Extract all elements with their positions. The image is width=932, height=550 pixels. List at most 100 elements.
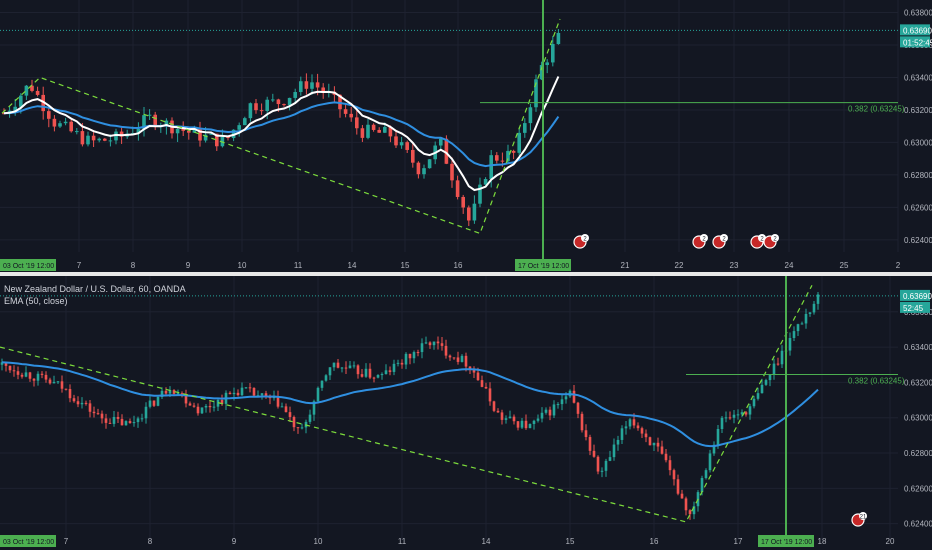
candle-body bbox=[796, 324, 800, 332]
x-tick-label: 7 bbox=[64, 537, 69, 546]
candle-body bbox=[340, 367, 344, 369]
candle-body bbox=[404, 353, 408, 365]
candle-body bbox=[100, 413, 104, 419]
candle-body bbox=[452, 357, 456, 359]
candle-body bbox=[280, 406, 284, 408]
top-chart-canvas[interactable]: 0.638000.636000.634000.632000.630000.628… bbox=[0, 0, 932, 272]
candle-body bbox=[776, 363, 780, 365]
candle-body bbox=[299, 81, 303, 93]
candle-body bbox=[372, 377, 376, 379]
candle-body bbox=[315, 82, 320, 88]
candle-body bbox=[69, 121, 73, 132]
candle-body bbox=[780, 350, 784, 365]
candle-body bbox=[411, 149, 415, 163]
candle-body bbox=[656, 442, 660, 447]
candle-body bbox=[24, 85, 29, 96]
candle-body bbox=[52, 381, 56, 384]
event-count-icon bbox=[700, 234, 708, 242]
candle-body bbox=[24, 372, 28, 377]
candle-body bbox=[584, 430, 588, 438]
candle-body bbox=[394, 136, 398, 146]
candle-body bbox=[664, 453, 668, 461]
bottom-chart-canvas[interactable]: 0.636000.634000.632000.630000.628000.626… bbox=[0, 276, 932, 550]
candle-body bbox=[248, 103, 253, 119]
candle-body bbox=[676, 479, 680, 494]
event-count-label: 2 bbox=[773, 237, 777, 243]
y-tick-label: 0.62600 bbox=[904, 203, 932, 212]
y-tick-label: 0.63800 bbox=[904, 8, 932, 17]
y-tick-label: 0.62600 bbox=[904, 484, 932, 493]
candle-body bbox=[52, 118, 57, 127]
candle-body bbox=[284, 406, 288, 413]
candle-body bbox=[349, 113, 353, 118]
date-badge-left bbox=[0, 535, 56, 547]
candle-body bbox=[760, 384, 764, 394]
candle-body bbox=[176, 393, 180, 395]
candle-body bbox=[287, 97, 292, 106]
candle-body bbox=[321, 87, 325, 93]
candle-body bbox=[700, 478, 704, 493]
candle-body bbox=[86, 135, 90, 145]
candle-body bbox=[41, 94, 45, 112]
candle-body bbox=[108, 422, 112, 424]
x-tick-label: 25 bbox=[840, 261, 849, 270]
candle-body bbox=[172, 390, 176, 394]
candle-body bbox=[548, 409, 552, 416]
candle-body bbox=[572, 390, 576, 403]
candle-body bbox=[292, 416, 296, 428]
candle-body bbox=[152, 400, 156, 406]
x-tick-label: 21 bbox=[621, 261, 630, 270]
candle-body bbox=[500, 160, 505, 162]
x-tick-label: 22 bbox=[675, 261, 684, 270]
candle-body bbox=[517, 132, 521, 153]
x-tick-label: 10 bbox=[238, 261, 247, 270]
candle-body bbox=[84, 402, 88, 404]
candle-body bbox=[460, 355, 464, 362]
candle-body bbox=[540, 412, 544, 419]
zigzag-line bbox=[1, 18, 561, 235]
candle-body bbox=[116, 416, 120, 419]
candle-body bbox=[564, 396, 568, 400]
candle-body bbox=[164, 120, 169, 127]
candle-body bbox=[360, 128, 365, 138]
candle-body bbox=[58, 123, 62, 127]
top-chart-panel[interactable]: 0.638000.636000.634000.632000.630000.628… bbox=[0, 0, 932, 272]
candle-body bbox=[756, 393, 760, 399]
candle-body bbox=[64, 388, 68, 390]
candle-body bbox=[420, 343, 424, 353]
event-count-icon bbox=[720, 234, 728, 242]
pane-divider[interactable] bbox=[0, 272, 932, 276]
x-tick-label: 16 bbox=[650, 537, 659, 546]
candle-body bbox=[153, 114, 157, 127]
economic-event-icon: 2 bbox=[712, 234, 728, 249]
candle-body bbox=[456, 357, 460, 362]
y-tick-label: 0.63000 bbox=[904, 414, 932, 423]
candle-body bbox=[352, 365, 356, 367]
candle-body bbox=[377, 129, 381, 133]
candle-body bbox=[536, 418, 540, 421]
candle-body bbox=[524, 420, 528, 429]
candle-body bbox=[384, 370, 388, 375]
bottom-chart-panel[interactable]: 0.636000.634000.632000.630000.628000.626… bbox=[0, 276, 932, 550]
candle-body bbox=[440, 343, 444, 346]
candle-body bbox=[20, 374, 24, 377]
candle-body bbox=[196, 406, 200, 414]
indicator-label[interactable]: EMA (50, close) bbox=[4, 296, 68, 306]
x-tick-label: 8 bbox=[131, 261, 136, 270]
countdown-badge bbox=[900, 301, 930, 313]
candle-body bbox=[114, 131, 118, 141]
ema-line-white bbox=[3, 76, 560, 192]
x-tick-label: 14 bbox=[348, 261, 357, 270]
candle-body bbox=[12, 370, 16, 372]
fib-level-label: 0.382 (0.63245) bbox=[848, 105, 905, 114]
candle-body bbox=[732, 414, 736, 418]
candle-body bbox=[512, 416, 516, 422]
candle-body bbox=[212, 406, 216, 408]
candle-body bbox=[200, 407, 204, 414]
candle-body bbox=[252, 387, 256, 396]
candle-body bbox=[544, 409, 548, 413]
symbol-title[interactable]: New Zealand Dollar / U.S. Dollar, 60, OA… bbox=[4, 284, 186, 294]
candle-body bbox=[648, 437, 652, 446]
candle-body bbox=[520, 420, 524, 428]
candle-body bbox=[148, 400, 152, 407]
